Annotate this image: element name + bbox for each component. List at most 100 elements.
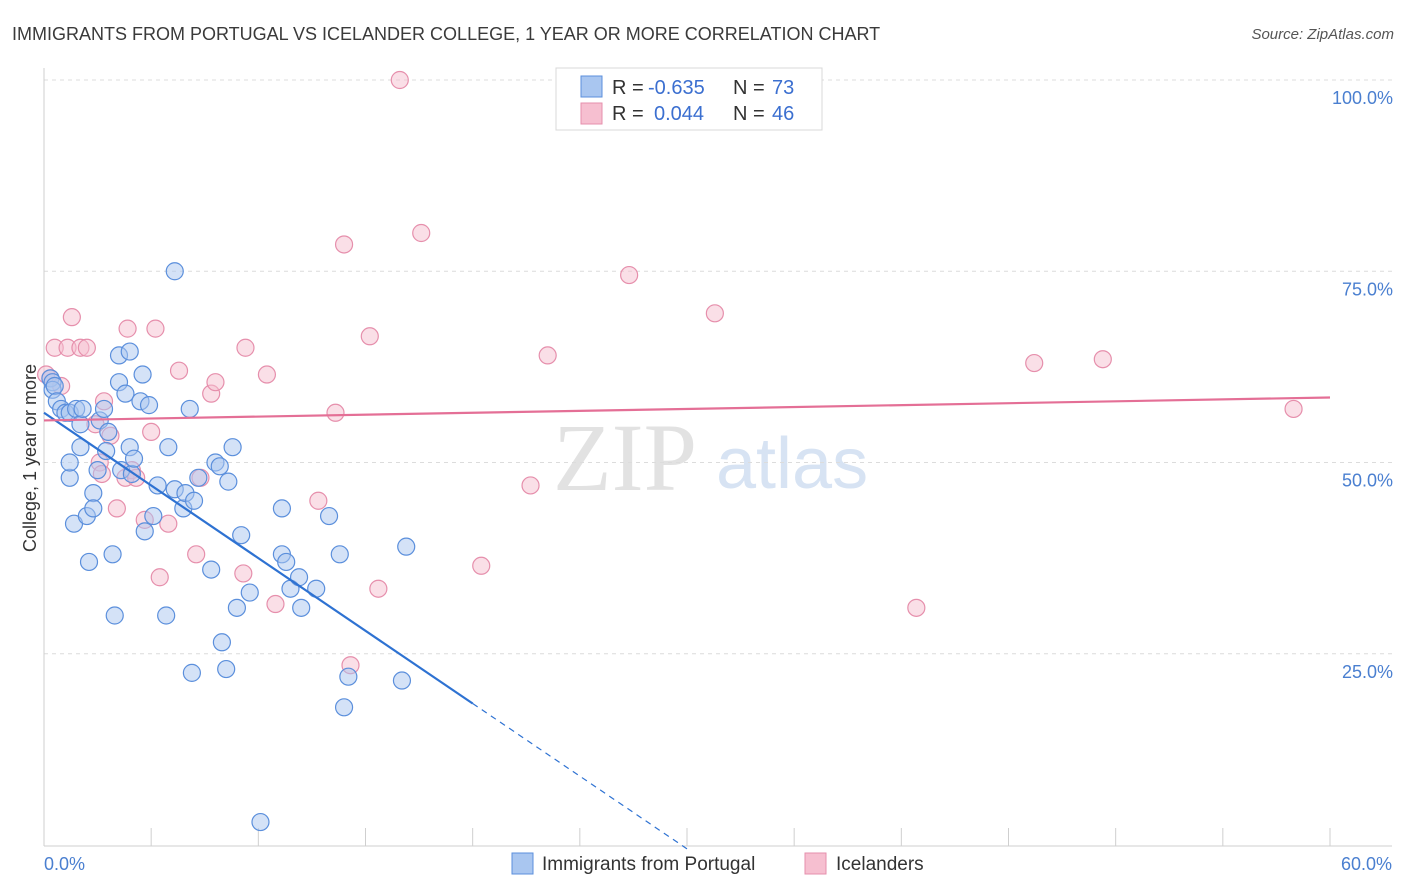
watermark-atlas: atlas bbox=[716, 424, 868, 504]
data-point-portugal bbox=[84, 499, 103, 518]
data-point-icelanders bbox=[62, 308, 81, 327]
data-point-portugal bbox=[94, 399, 114, 419]
data-point-icelanders bbox=[266, 594, 285, 614]
data-point-icelanders bbox=[705, 304, 724, 323]
data-point-portugal bbox=[339, 667, 358, 686]
data-point-icelanders bbox=[107, 499, 126, 518]
data-point-portugal bbox=[139, 396, 159, 415]
data-point-icelanders bbox=[1025, 353, 1044, 373]
data-point-portugal bbox=[189, 468, 208, 487]
bottom-legend: Immigrants from Portugal Icelanders bbox=[511, 852, 924, 875]
data-point-icelanders bbox=[146, 319, 165, 338]
stats-legend-pink-n-value: 46 bbox=[772, 103, 794, 125]
data-point-portugal bbox=[330, 545, 349, 564]
legend-label-icelanders: Icelanders bbox=[836, 854, 924, 875]
data-point-icelanders bbox=[77, 338, 96, 357]
data-point-icelanders bbox=[538, 346, 557, 365]
y-tick-label: 100.0% bbox=[1332, 88, 1393, 108]
data-point-portugal bbox=[99, 422, 118, 441]
data-point-portugal bbox=[219, 472, 238, 491]
data-point-icelanders bbox=[118, 319, 137, 338]
data-point-portugal bbox=[79, 552, 99, 572]
data-point-portugal bbox=[292, 598, 311, 617]
data-point-portugal bbox=[71, 415, 90, 434]
stats-legend-pink-r-value: 0.044 bbox=[654, 103, 704, 125]
stats-legend-blue-n-label: N = bbox=[733, 77, 765, 99]
data-point-icelanders bbox=[236, 338, 255, 357]
data-point-icelanders bbox=[412, 223, 431, 243]
data-point-icelanders bbox=[1093, 350, 1112, 369]
data-point-portugal bbox=[240, 583, 259, 602]
data-point-icelanders bbox=[234, 564, 253, 583]
data-point-portugal bbox=[60, 453, 79, 472]
data-point-portugal bbox=[184, 491, 204, 510]
data-point-portugal bbox=[212, 633, 231, 652]
watermark-zip: ZIP bbox=[553, 404, 697, 511]
stats-legend-blue-r-label: R = bbox=[612, 77, 644, 99]
chart-source: Source: ZipAtlas.com bbox=[1251, 26, 1394, 43]
data-point-icelanders bbox=[150, 568, 169, 587]
axes bbox=[43, 68, 1392, 847]
data-point-portugal bbox=[159, 438, 178, 457]
trend-lines bbox=[43, 396, 1331, 850]
data-point-portugal bbox=[116, 384, 135, 403]
data-point-icelanders bbox=[257, 365, 277, 384]
x-tick-label-max: 60.0% bbox=[1341, 854, 1392, 874]
data-point-portugal bbox=[45, 376, 64, 396]
series-icelanders-points bbox=[37, 70, 1303, 675]
data-point-icelanders bbox=[159, 514, 178, 533]
data-point-portugal bbox=[232, 526, 251, 545]
y-tick-label: 50.0% bbox=[1342, 471, 1393, 491]
series-portugal-points bbox=[41, 262, 416, 832]
data-point-icelanders bbox=[187, 545, 206, 564]
data-point-portugal bbox=[307, 579, 326, 598]
trend-line-portugal bbox=[43, 411, 474, 705]
y-tick-label: 25.0% bbox=[1342, 662, 1393, 682]
data-point-icelanders bbox=[472, 556, 491, 575]
data-point-icelanders bbox=[521, 476, 540, 495]
legend-swatch-portugal bbox=[511, 852, 534, 875]
data-point-portugal bbox=[144, 506, 163, 526]
data-point-portugal bbox=[124, 449, 144, 468]
data-point-portugal bbox=[217, 659, 236, 679]
data-point-icelanders bbox=[326, 403, 345, 422]
data-point-portugal bbox=[73, 399, 92, 419]
y-tick-label: 75.0% bbox=[1342, 279, 1393, 299]
data-point-icelanders bbox=[907, 598, 926, 617]
data-point-portugal bbox=[157, 606, 176, 625]
data-point-portugal bbox=[148, 476, 167, 495]
stats-legend-blue-swatch bbox=[580, 75, 603, 98]
y-axis-title: College, 1 year or more bbox=[20, 364, 40, 552]
stats-legend-pink-n-label: N = bbox=[733, 103, 765, 125]
data-point-icelanders bbox=[206, 373, 225, 392]
data-point-portugal bbox=[180, 399, 199, 419]
trend-line-portugal-extension bbox=[472, 702, 688, 850]
data-point-portugal bbox=[251, 812, 270, 832]
data-point-portugal bbox=[397, 537, 416, 556]
data-point-icelanders bbox=[334, 235, 354, 254]
data-point-portugal bbox=[97, 441, 116, 461]
data-point-portugal bbox=[202, 560, 221, 579]
stats-legend: R = -0.635 N = 73 R = 0.044 N = 46 bbox=[555, 67, 823, 131]
data-point-icelanders bbox=[390, 70, 409, 90]
data-point-portugal bbox=[392, 671, 412, 690]
stats-legend-pink-swatch bbox=[580, 102, 603, 125]
data-point-portugal bbox=[334, 698, 354, 717]
y-tick-labels: 25.0% 50.0% 75.0% 100.0% bbox=[1332, 88, 1393, 682]
stats-legend-blue-n-value: 73 bbox=[772, 77, 794, 99]
data-point-icelanders bbox=[1284, 399, 1303, 419]
data-point-portugal bbox=[277, 552, 296, 572]
data-point-portugal bbox=[272, 499, 292, 518]
data-point-portugal bbox=[289, 568, 309, 587]
data-point-portugal bbox=[60, 468, 79, 487]
data-point-icelanders bbox=[309, 491, 328, 510]
data-point-portugal bbox=[120, 342, 139, 361]
data-point-portugal bbox=[223, 438, 242, 457]
data-point-portugal bbox=[135, 522, 154, 541]
data-point-portugal bbox=[103, 545, 122, 564]
chart-title: IMMIGRANTS FROM PORTUGAL VS ICELANDER CO… bbox=[12, 24, 880, 44]
watermark: ZIP atlas bbox=[553, 404, 868, 511]
legend-label-portugal: Immigrants from Portugal bbox=[542, 854, 755, 875]
data-point-portugal bbox=[84, 484, 103, 503]
